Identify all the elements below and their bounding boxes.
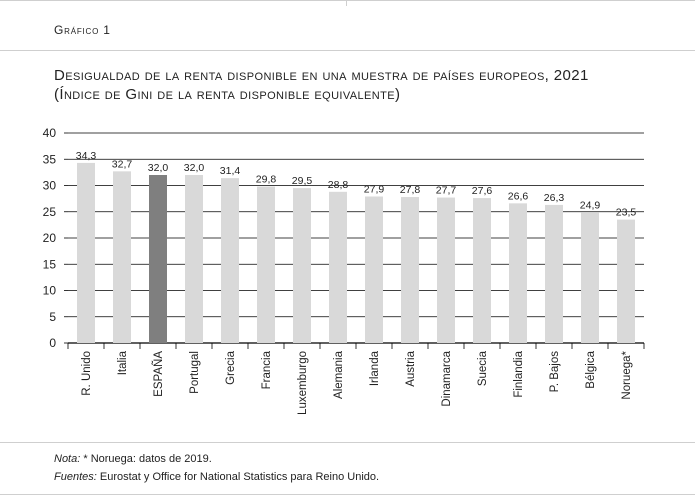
data-label: 26,6 bbox=[508, 190, 529, 202]
value-labels: 34,3 32,7 32,0 32,0 31,4 29,8 29,5 28,8 27,9 27,8… bbox=[76, 150, 637, 219]
x-tick-label: Irlanda bbox=[369, 350, 381, 386]
bar bbox=[257, 186, 275, 343]
y-tick-label: 0 bbox=[49, 336, 56, 350]
data-label: 31,4 bbox=[220, 165, 241, 177]
bar bbox=[473, 198, 491, 343]
top-border bbox=[0, 0, 695, 1]
bar bbox=[365, 196, 383, 343]
data-label: 27,8 bbox=[400, 184, 421, 196]
x-tick-label: Italia bbox=[117, 350, 129, 375]
bars bbox=[77, 162, 635, 343]
x-tick-label: Luxemburgo bbox=[297, 351, 309, 415]
bar-chart: 0 5 10 15 20 25 30 35 40 34,3 32,7 32,0 32,0 31,4 29,… bbox=[43, 126, 645, 415]
x-tick-label: Finlandia bbox=[513, 350, 525, 397]
bar bbox=[329, 191, 347, 343]
bar bbox=[581, 212, 599, 343]
y-tick-label: 40 bbox=[43, 126, 57, 140]
chart-title: Desigualdad de la renta disponible en un… bbox=[54, 67, 589, 84]
notes-divider bbox=[0, 442, 695, 443]
x-tick-label: Bélgica bbox=[585, 350, 597, 388]
data-label: 24,9 bbox=[580, 199, 601, 211]
top-notch bbox=[346, 0, 347, 6]
figure-label: Gráfico 1 bbox=[54, 23, 111, 37]
data-label: 29,8 bbox=[256, 174, 277, 186]
bar bbox=[401, 197, 419, 343]
bar bbox=[185, 175, 203, 343]
bar bbox=[149, 175, 167, 343]
data-label: 29,5 bbox=[292, 175, 313, 187]
sources-text: Eurostat y Office for National Statistic… bbox=[96, 471, 380, 483]
x-tick-label: Austria bbox=[405, 350, 417, 386]
y-axis-ticks: 0 5 10 15 20 25 30 35 40 bbox=[43, 126, 57, 350]
chart-subtitle: (Índice de Gini de la renta disponible e… bbox=[54, 86, 401, 103]
data-label: 27,9 bbox=[364, 184, 385, 196]
x-tick-label: R. Unido bbox=[81, 351, 93, 396]
data-label: 27,6 bbox=[472, 185, 493, 197]
x-tick-label: ESPAÑA bbox=[152, 351, 165, 397]
y-tick-label: 25 bbox=[43, 205, 57, 219]
data-label: 27,7 bbox=[436, 185, 457, 197]
x-tick-label: Alemania bbox=[333, 350, 345, 399]
x-tick-label: Dinamarca bbox=[441, 350, 453, 406]
x-tick-label: Portugal bbox=[189, 351, 201, 394]
data-label: 28,8 bbox=[328, 179, 349, 191]
bar bbox=[77, 162, 95, 343]
note-text: * Noruega: datos de 2019. bbox=[80, 453, 212, 465]
y-tick-label: 20 bbox=[43, 231, 57, 245]
x-tick-label: P. Bajos bbox=[549, 351, 561, 393]
data-label: 34,3 bbox=[76, 150, 97, 162]
bar bbox=[221, 178, 239, 343]
bar bbox=[545, 204, 563, 343]
y-tick-label: 5 bbox=[49, 310, 56, 324]
x-tick-label: Suecia bbox=[477, 350, 489, 386]
bar bbox=[113, 171, 131, 343]
sources-label: Fuentes: bbox=[54, 471, 97, 483]
y-tick-label: 35 bbox=[43, 152, 57, 166]
x-tick-label: Grecia bbox=[225, 350, 237, 384]
data-label: 32,7 bbox=[112, 158, 133, 170]
data-label: 32,0 bbox=[148, 162, 169, 174]
data-label: 26,3 bbox=[544, 192, 565, 204]
bottom-divider bbox=[0, 494, 695, 495]
x-tick-label: Noruega* bbox=[621, 350, 633, 399]
note-label: Nota: bbox=[54, 453, 81, 465]
bar bbox=[293, 188, 311, 343]
sources-line: Fuentes: Eurostat y Office for National … bbox=[54, 471, 379, 483]
y-tick-label: 30 bbox=[43, 179, 57, 193]
data-label: 32,0 bbox=[184, 162, 205, 174]
y-tick-label: 15 bbox=[43, 257, 57, 271]
note-line: Nota: * Noruega: datos de 2019. bbox=[54, 453, 212, 465]
data-label: 23,5 bbox=[616, 207, 637, 219]
bar bbox=[437, 197, 455, 343]
bar bbox=[509, 203, 527, 343]
y-tick-label: 10 bbox=[43, 284, 57, 298]
header-divider bbox=[0, 50, 695, 51]
bar bbox=[617, 219, 635, 343]
x-axis-ticks: R. Unido Italia ESPAÑA Portugal Grecia Franci… bbox=[67, 343, 645, 415]
x-tick-label: Francia bbox=[261, 350, 273, 389]
